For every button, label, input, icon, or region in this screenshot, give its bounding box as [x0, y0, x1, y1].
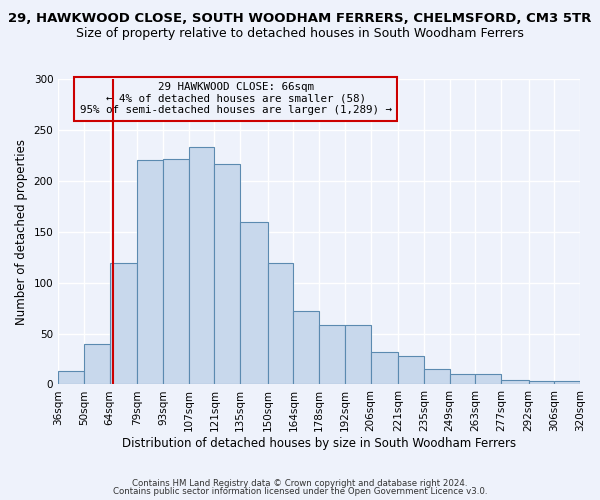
Bar [84, 344, 110, 384]
Text: 29 HAWKWOOD CLOSE: 66sqm
← 4% of detached houses are smaller (58)
95% of semi-de: 29 HAWKWOOD CLOSE: 66sqm ← 4% of detache… [80, 82, 392, 116]
Bar [137, 160, 163, 384]
Text: Contains HM Land Registry data © Crown copyright and database right 2024.: Contains HM Land Registry data © Crown c… [132, 478, 468, 488]
Bar [214, 164, 240, 384]
Bar [424, 369, 449, 384]
Text: Contains public sector information licensed under the Open Government Licence v3: Contains public sector information licen… [113, 487, 487, 496]
Bar [240, 222, 268, 384]
Bar [371, 352, 398, 384]
Bar [475, 374, 501, 384]
Y-axis label: Number of detached properties: Number of detached properties [15, 138, 28, 324]
Text: 29, HAWKWOOD CLOSE, SOUTH WOODHAM FERRERS, CHELMSFORD, CM3 5TR: 29, HAWKWOOD CLOSE, SOUTH WOODHAM FERRER… [8, 12, 592, 26]
Bar [293, 311, 319, 384]
Bar [188, 147, 214, 384]
X-axis label: Distribution of detached houses by size in South Woodham Ferrers: Distribution of detached houses by size … [122, 437, 516, 450]
Bar [501, 380, 529, 384]
Bar [58, 371, 84, 384]
Bar [163, 160, 188, 384]
Text: Size of property relative to detached houses in South Woodham Ferrers: Size of property relative to detached ho… [76, 28, 524, 40]
Bar [268, 264, 293, 384]
Bar [554, 382, 580, 384]
Bar [529, 382, 554, 384]
Bar [398, 356, 424, 384]
Bar [449, 374, 475, 384]
Bar [345, 326, 371, 384]
Bar [110, 264, 137, 384]
Bar [319, 326, 345, 384]
